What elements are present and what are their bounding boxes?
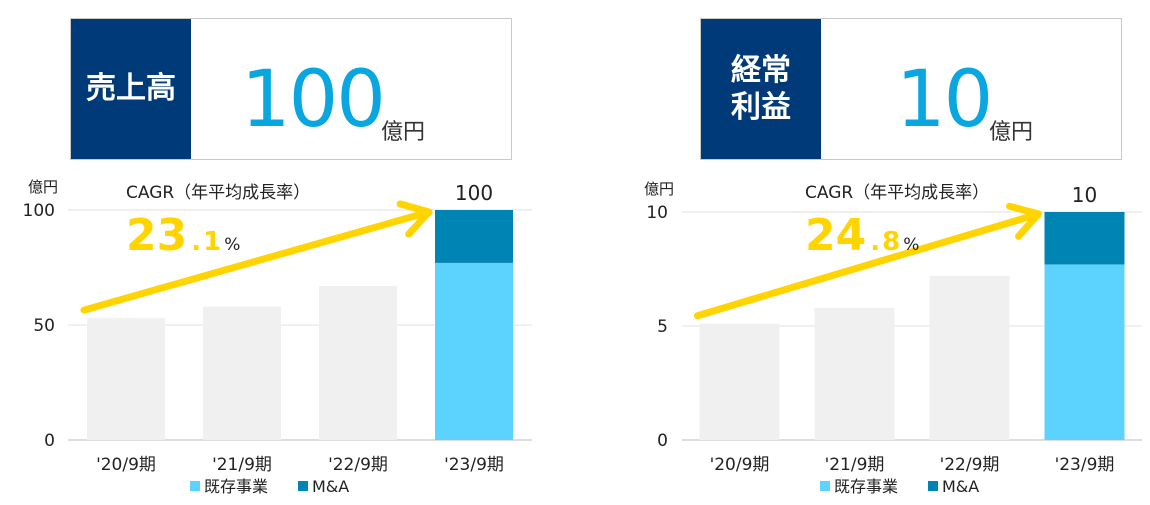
growth-arrow-head: [396, 200, 433, 238]
legend-swatch-ma: [298, 481, 308, 491]
bar-existing: [203, 306, 281, 440]
legend-label-existing: 既存事業: [204, 477, 268, 496]
legend-swatch-ma: [928, 481, 938, 491]
growth-arrow-head: [1006, 202, 1042, 240]
bar-ma: [1044, 212, 1125, 265]
x-tick-label: '21/9期: [212, 455, 272, 475]
y-tick-label: 5: [657, 317, 668, 337]
profit-kpi-label: 経常 利益: [701, 19, 821, 159]
y-tick-label: 0: [657, 431, 668, 451]
y-unit-label: 億円: [644, 180, 674, 198]
y-unit-label: 億円: [28, 178, 58, 196]
bar-existing: [929, 275, 1010, 440]
bar-existing: [435, 262, 513, 440]
bar-existing: [699, 323, 780, 440]
legend-label-ma: M&A: [942, 477, 979, 496]
legend-swatch-existing: [190, 481, 200, 491]
y-tick-label: 50: [33, 316, 55, 336]
y-tick-label: 0: [44, 431, 55, 451]
bar-existing: [814, 307, 895, 440]
sales-kpi-value: 100: [241, 55, 386, 145]
x-tick-label: '21/9期: [825, 455, 885, 475]
legend-label-existing: 既存事業: [834, 477, 898, 496]
x-tick-label: '22/9期: [328, 455, 388, 475]
x-tick-label: '20/9期: [710, 455, 770, 475]
y-tick-label: 10: [646, 203, 668, 223]
sales-kpi-label: 売上高: [71, 19, 191, 159]
growth-arrow-shaft: [80, 210, 426, 314]
cagr-value: 23.1%: [126, 210, 240, 261]
profit-kpi-unit: 億円: [989, 120, 1034, 145]
cagr-label: CAGR（年平均成長率）: [805, 183, 989, 203]
bar-ma: [435, 210, 513, 263]
profit-panel: 経常 利益 10 億円 億円 0 5 10 '20/9期 '21/9期 '22/9期 '23/…: [620, 0, 1150, 505]
sales-panel: 売上高 100 億円 億円 0 50 100 '20/9期 '21/9期 '22/9期 '23…: [0, 0, 560, 505]
x-tick-label: '23/9期: [1055, 455, 1115, 475]
x-tick-label: '23/9期: [444, 455, 504, 475]
sales-kpi-unit: 億円: [381, 120, 426, 145]
growth-arrow-shaft: [694, 212, 1035, 320]
x-tick-label: '22/9期: [940, 455, 1000, 475]
cagr-value: 24.8%: [805, 210, 919, 261]
sales-kpi-box: 売上高 100 億円: [70, 18, 512, 160]
bar-existing: [1044, 264, 1125, 440]
x-tick-label: '20/9期: [96, 455, 156, 475]
bar-existing: [319, 285, 397, 440]
profit-kpi-box: 経常 利益 10 億円: [700, 18, 1122, 160]
profit-chart: 億円 0 5 10 '20/9期 '21/9期 '22/9期 '23/9期 10 CAGR（年平均…: [644, 180, 1142, 496]
total-value-label: 100: [455, 181, 493, 205]
legend-label-ma: M&A: [312, 477, 349, 496]
legend-swatch-existing: [820, 481, 830, 491]
total-value-label: 10: [1072, 183, 1097, 207]
cagr-label: CAGR（年平均成長率）: [126, 183, 310, 203]
bar-existing: [87, 318, 165, 440]
sales-chart: 億円 0 50 100 '20/9期 '21/9期 '22/9期 '23/9期 100 CAGR（…: [23, 178, 532, 496]
profit-kpi-value: 10: [896, 55, 993, 145]
y-tick-label: 100: [23, 201, 55, 221]
